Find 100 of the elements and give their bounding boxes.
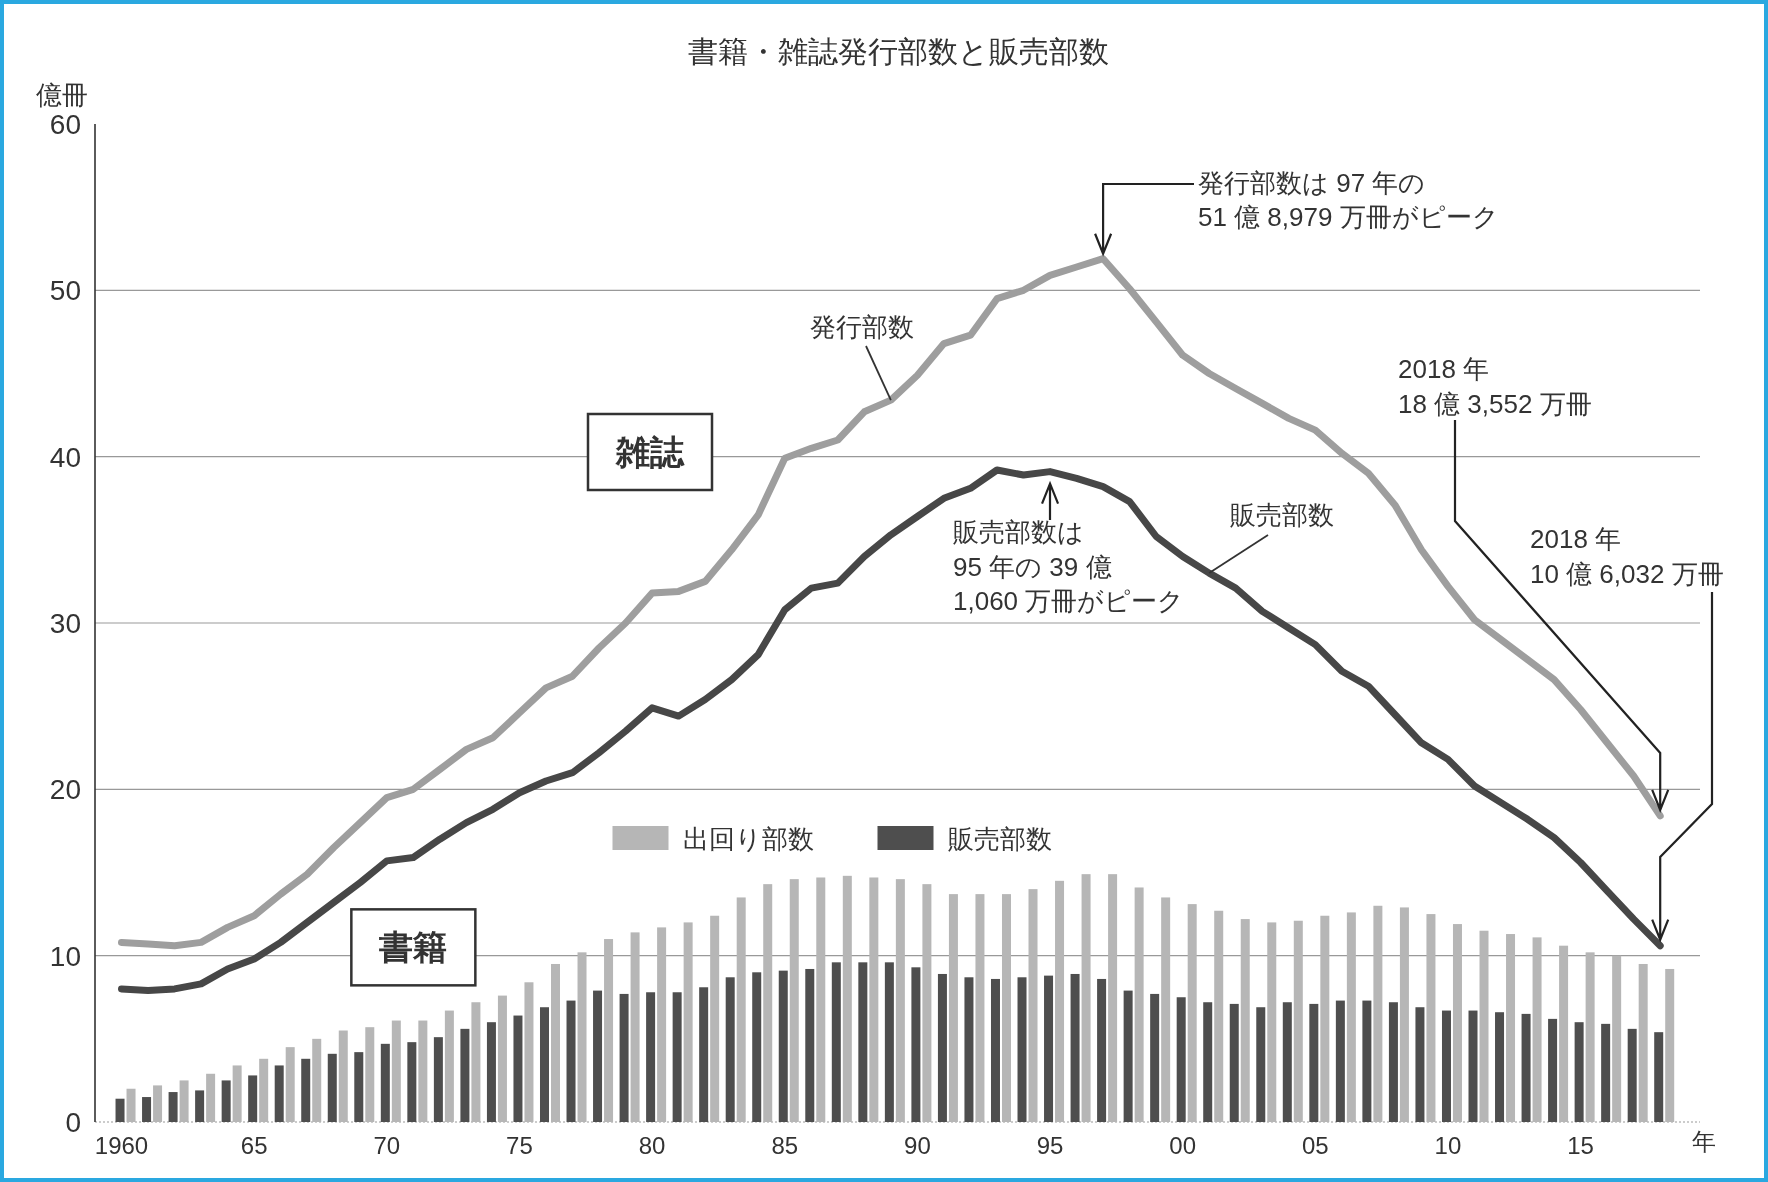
series-label: 発行部数 (810, 312, 914, 342)
bar (566, 1000, 576, 1122)
bar (195, 1090, 205, 1122)
bar (975, 894, 985, 1122)
x-tick-label: 85 (771, 1132, 799, 1159)
bar (460, 1028, 470, 1122)
y-axis-title: 億冊 (36, 80, 88, 110)
x-tick-label: 15 (1567, 1132, 1594, 1159)
bar (444, 1010, 454, 1122)
bar (1214, 910, 1224, 1122)
bar (646, 992, 656, 1122)
bar (604, 939, 614, 1122)
bar (1097, 978, 1107, 1122)
bar (1108, 874, 1118, 1122)
bar (1548, 1018, 1558, 1122)
bar (550, 963, 560, 1122)
bar (274, 1065, 284, 1122)
bar (1426, 914, 1436, 1122)
bar (869, 877, 879, 1122)
y-tick-label: 30 (49, 608, 81, 639)
legend-label: 出回り部数 (682, 824, 814, 854)
bar (168, 1092, 178, 1122)
bar (1601, 1023, 1611, 1122)
bar (1256, 1007, 1266, 1122)
bar (736, 897, 746, 1122)
bar (1638, 963, 1648, 1122)
bar (513, 1015, 523, 1122)
bar (380, 1043, 390, 1122)
bar (672, 992, 682, 1122)
bar (1309, 1003, 1319, 1122)
x-tick-label: 10 (1434, 1132, 1462, 1159)
bar (418, 1020, 428, 1122)
bar (1028, 889, 1038, 1122)
bar (1176, 997, 1186, 1122)
bar (816, 877, 826, 1122)
bar (964, 977, 974, 1122)
bar (1335, 1000, 1345, 1122)
annotation: 発行部数は 97 年の 51 億 8,979 万冊がピーク (1198, 168, 1499, 232)
chart-title: 書籍・雑誌発行部数と販売部数 (687, 35, 1109, 68)
annotation: 2018 年 10 億 6,032 万冊 (1530, 524, 1724, 589)
annotation: 雑誌 (615, 433, 685, 471)
bar (301, 1058, 311, 1122)
bar (948, 894, 958, 1122)
bar (990, 978, 1000, 1122)
bar (789, 879, 799, 1122)
bar (763, 884, 773, 1122)
bar (1134, 887, 1144, 1122)
bar (858, 962, 868, 1122)
bar (1203, 1002, 1213, 1122)
bar (831, 962, 841, 1122)
bar (1282, 1002, 1292, 1122)
annotation: 2018 年 18 億 3,552 万冊 (1398, 354, 1592, 419)
x-tick-label: 90 (904, 1132, 931, 1159)
bar (1627, 1028, 1637, 1122)
x-tick-label: 75 (506, 1132, 533, 1159)
bar (327, 1053, 337, 1122)
bar (1506, 934, 1516, 1122)
bar (937, 973, 947, 1122)
bar (1293, 920, 1303, 1122)
bar (752, 972, 762, 1122)
bar (1654, 1032, 1664, 1122)
bar (142, 1097, 152, 1122)
annotation: 販売部数は 95 年の 39 億 1,060 万冊がピーク (953, 517, 1185, 616)
bar (524, 982, 534, 1122)
bar (842, 875, 852, 1122)
bar (1468, 1010, 1478, 1122)
y-tick-label: 50 (49, 275, 81, 307)
bar (126, 1088, 136, 1122)
bar (683, 922, 693, 1122)
bar (1362, 1000, 1372, 1122)
bar (1452, 924, 1462, 1122)
bar (1001, 894, 1011, 1122)
bar (1240, 919, 1250, 1122)
bar (259, 1058, 269, 1122)
x-tick-label: 1960 (94, 1132, 149, 1159)
bar (1399, 907, 1409, 1122)
x-tick-label: 80 (638, 1132, 666, 1159)
bar (577, 952, 587, 1122)
bar (1612, 955, 1622, 1122)
x-tick-label: 05 (1301, 1132, 1329, 1159)
bar (221, 1080, 231, 1122)
bar (1320, 915, 1330, 1122)
bar (1665, 968, 1675, 1122)
bar (179, 1080, 189, 1122)
x-tick-label: 00 (1169, 1132, 1197, 1159)
bar (433, 1037, 443, 1122)
bar (922, 884, 932, 1122)
bar (391, 1020, 401, 1122)
bar (710, 915, 720, 1122)
y-tick-label: 20 (49, 774, 81, 806)
bar (630, 932, 640, 1122)
bar (486, 1022, 496, 1122)
bar (1479, 930, 1489, 1122)
bar (365, 1027, 375, 1122)
bar (407, 1042, 417, 1122)
x-axis-title: 年 (1692, 1128, 1716, 1155)
bar (539, 1007, 549, 1122)
bar (657, 927, 667, 1122)
bar (1055, 880, 1065, 1122)
bar (1229, 1003, 1239, 1122)
